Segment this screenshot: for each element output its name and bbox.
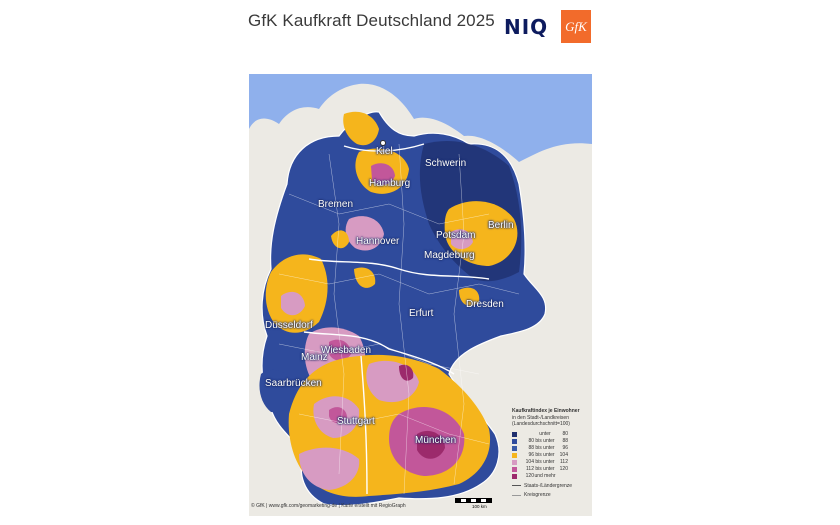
legend-swatch [512, 445, 517, 451]
niq-logo: NIQ [504, 15, 549, 39]
legend-swatch [512, 466, 517, 472]
city-label-hamburg: Hamburg [369, 178, 411, 189]
legend-state-border: Staats-/Ländergrenze [512, 483, 592, 490]
city-label-potsdam: Potsdam [436, 230, 476, 241]
city-label-dresden: Dresden [466, 299, 504, 310]
city-label-muenchen: München [415, 435, 457, 446]
legend-district-border: Kreisgrenze [512, 492, 592, 499]
legend-mid: bis unter [535, 437, 555, 444]
legend-district-border-label: Kreisgrenze [524, 492, 551, 498]
city-label-hannover: Hannover [356, 236, 400, 247]
city-label-stuttgart: Stuttgart [337, 416, 375, 427]
legend-row: unter 80 [512, 431, 592, 438]
city-label-kiel: Kiel [376, 146, 393, 157]
map-frame[interactable]: Kiel Schwerin Hamburg Bremen Berlin Hann… [249, 74, 592, 516]
schleswig-region [343, 111, 379, 146]
wiesbaden-core-region [329, 339, 351, 361]
city-label-bremen: Bremen [318, 199, 354, 210]
legend-lo: 96 [528, 451, 534, 458]
map-credit: © GfK | www.gfk.com/geomarketing-de | Ka… [251, 503, 406, 509]
legend-title: Kaufkraftindex je Einwohner [512, 408, 580, 414]
city-label-mainz: Mainz [301, 352, 328, 363]
legend-row: 112 bis unter 120 [512, 466, 592, 473]
legend-hi: 80 [562, 430, 568, 437]
legend-hi: 104 [559, 451, 568, 458]
legend-lo: 120 [525, 472, 534, 479]
scale-label: 100 km [472, 504, 487, 509]
legend-hi: 120 [559, 465, 568, 472]
nuremberg-core-region [399, 364, 414, 381]
page-title: GfK Kaufkraft Deutschland 2025 [248, 11, 495, 30]
city-label-berlin: Berlin [488, 220, 514, 231]
legend-subtitle: in den Stadt-/Landkreisen [512, 414, 569, 421]
legend-mid: und mehr [534, 472, 556, 479]
gfk-logo: GfK [561, 10, 591, 43]
magdeburg-region [354, 267, 376, 288]
legend-hi: 112 [560, 458, 568, 465]
south-pink-region [299, 447, 360, 490]
city-label-schwerin: Schwerin [425, 158, 467, 169]
legend-swatch [512, 438, 517, 444]
north-sea-baltic [249, 74, 592, 162]
dresden-region [459, 287, 480, 306]
potsdam-region [451, 229, 473, 250]
germany-map [249, 74, 592, 507]
hannover-ring-region [331, 230, 349, 249]
legend-mid: bis unter [535, 444, 555, 451]
kiel-dot [380, 140, 386, 146]
legend-mid: bis unter [535, 458, 555, 465]
duesseldorf-core-region [281, 291, 305, 316]
map-legend: Kaufkraftindex je Einwohner in den Stadt… [512, 408, 592, 499]
legend-mid: bis unter [535, 465, 555, 472]
legend-lo: 112 [526, 465, 534, 472]
city-label-erfurt: Erfurt [409, 308, 434, 319]
legend-lo: 80 [528, 437, 534, 444]
legend-hi: 88 [562, 437, 568, 444]
legend-swatch [512, 473, 517, 479]
legend-state-border-label: Staats-/Ländergrenze [524, 482, 573, 489]
legend-swatch [512, 431, 517, 437]
legend-row: 96 bis unter 104 [512, 452, 592, 459]
city-label-saarbruecken: Saarbrücken [265, 378, 322, 389]
legend-row: 80 bis unter 88 [512, 438, 592, 445]
stuttgart-core-region [329, 407, 347, 424]
legend-swatch [512, 452, 517, 458]
munich-core-region [417, 430, 445, 459]
gfk-logo-text: GfK [565, 18, 587, 34]
city-label-magdeburg: Magdeburg [424, 250, 475, 261]
legend-hi: 96 [562, 444, 568, 451]
legend-subtitle: (Landesdurchschnitt=100) [512, 421, 570, 427]
legend-swatch [512, 459, 517, 465]
legend-mid: unter [539, 430, 551, 437]
city-label-wiesbaden: Wiesbaden [321, 345, 372, 356]
state-borders [303, 143, 490, 495]
legend-row: 104 bis unter 112 [512, 459, 592, 466]
hannover-region [345, 216, 384, 251]
legend-row: 88 bis unter 96 [512, 445, 592, 452]
legend-lo: 88 [528, 444, 534, 451]
legend-row: 120 und mehr [512, 473, 592, 480]
legend-mid: bis unter [535, 451, 555, 458]
city-label-duesseldorf: Düsseldorf [265, 320, 313, 331]
legend-lo: 104 [525, 458, 534, 465]
saarland-region [259, 369, 295, 413]
scale-bar [455, 498, 492, 503]
hamburg-core-region [371, 163, 395, 185]
